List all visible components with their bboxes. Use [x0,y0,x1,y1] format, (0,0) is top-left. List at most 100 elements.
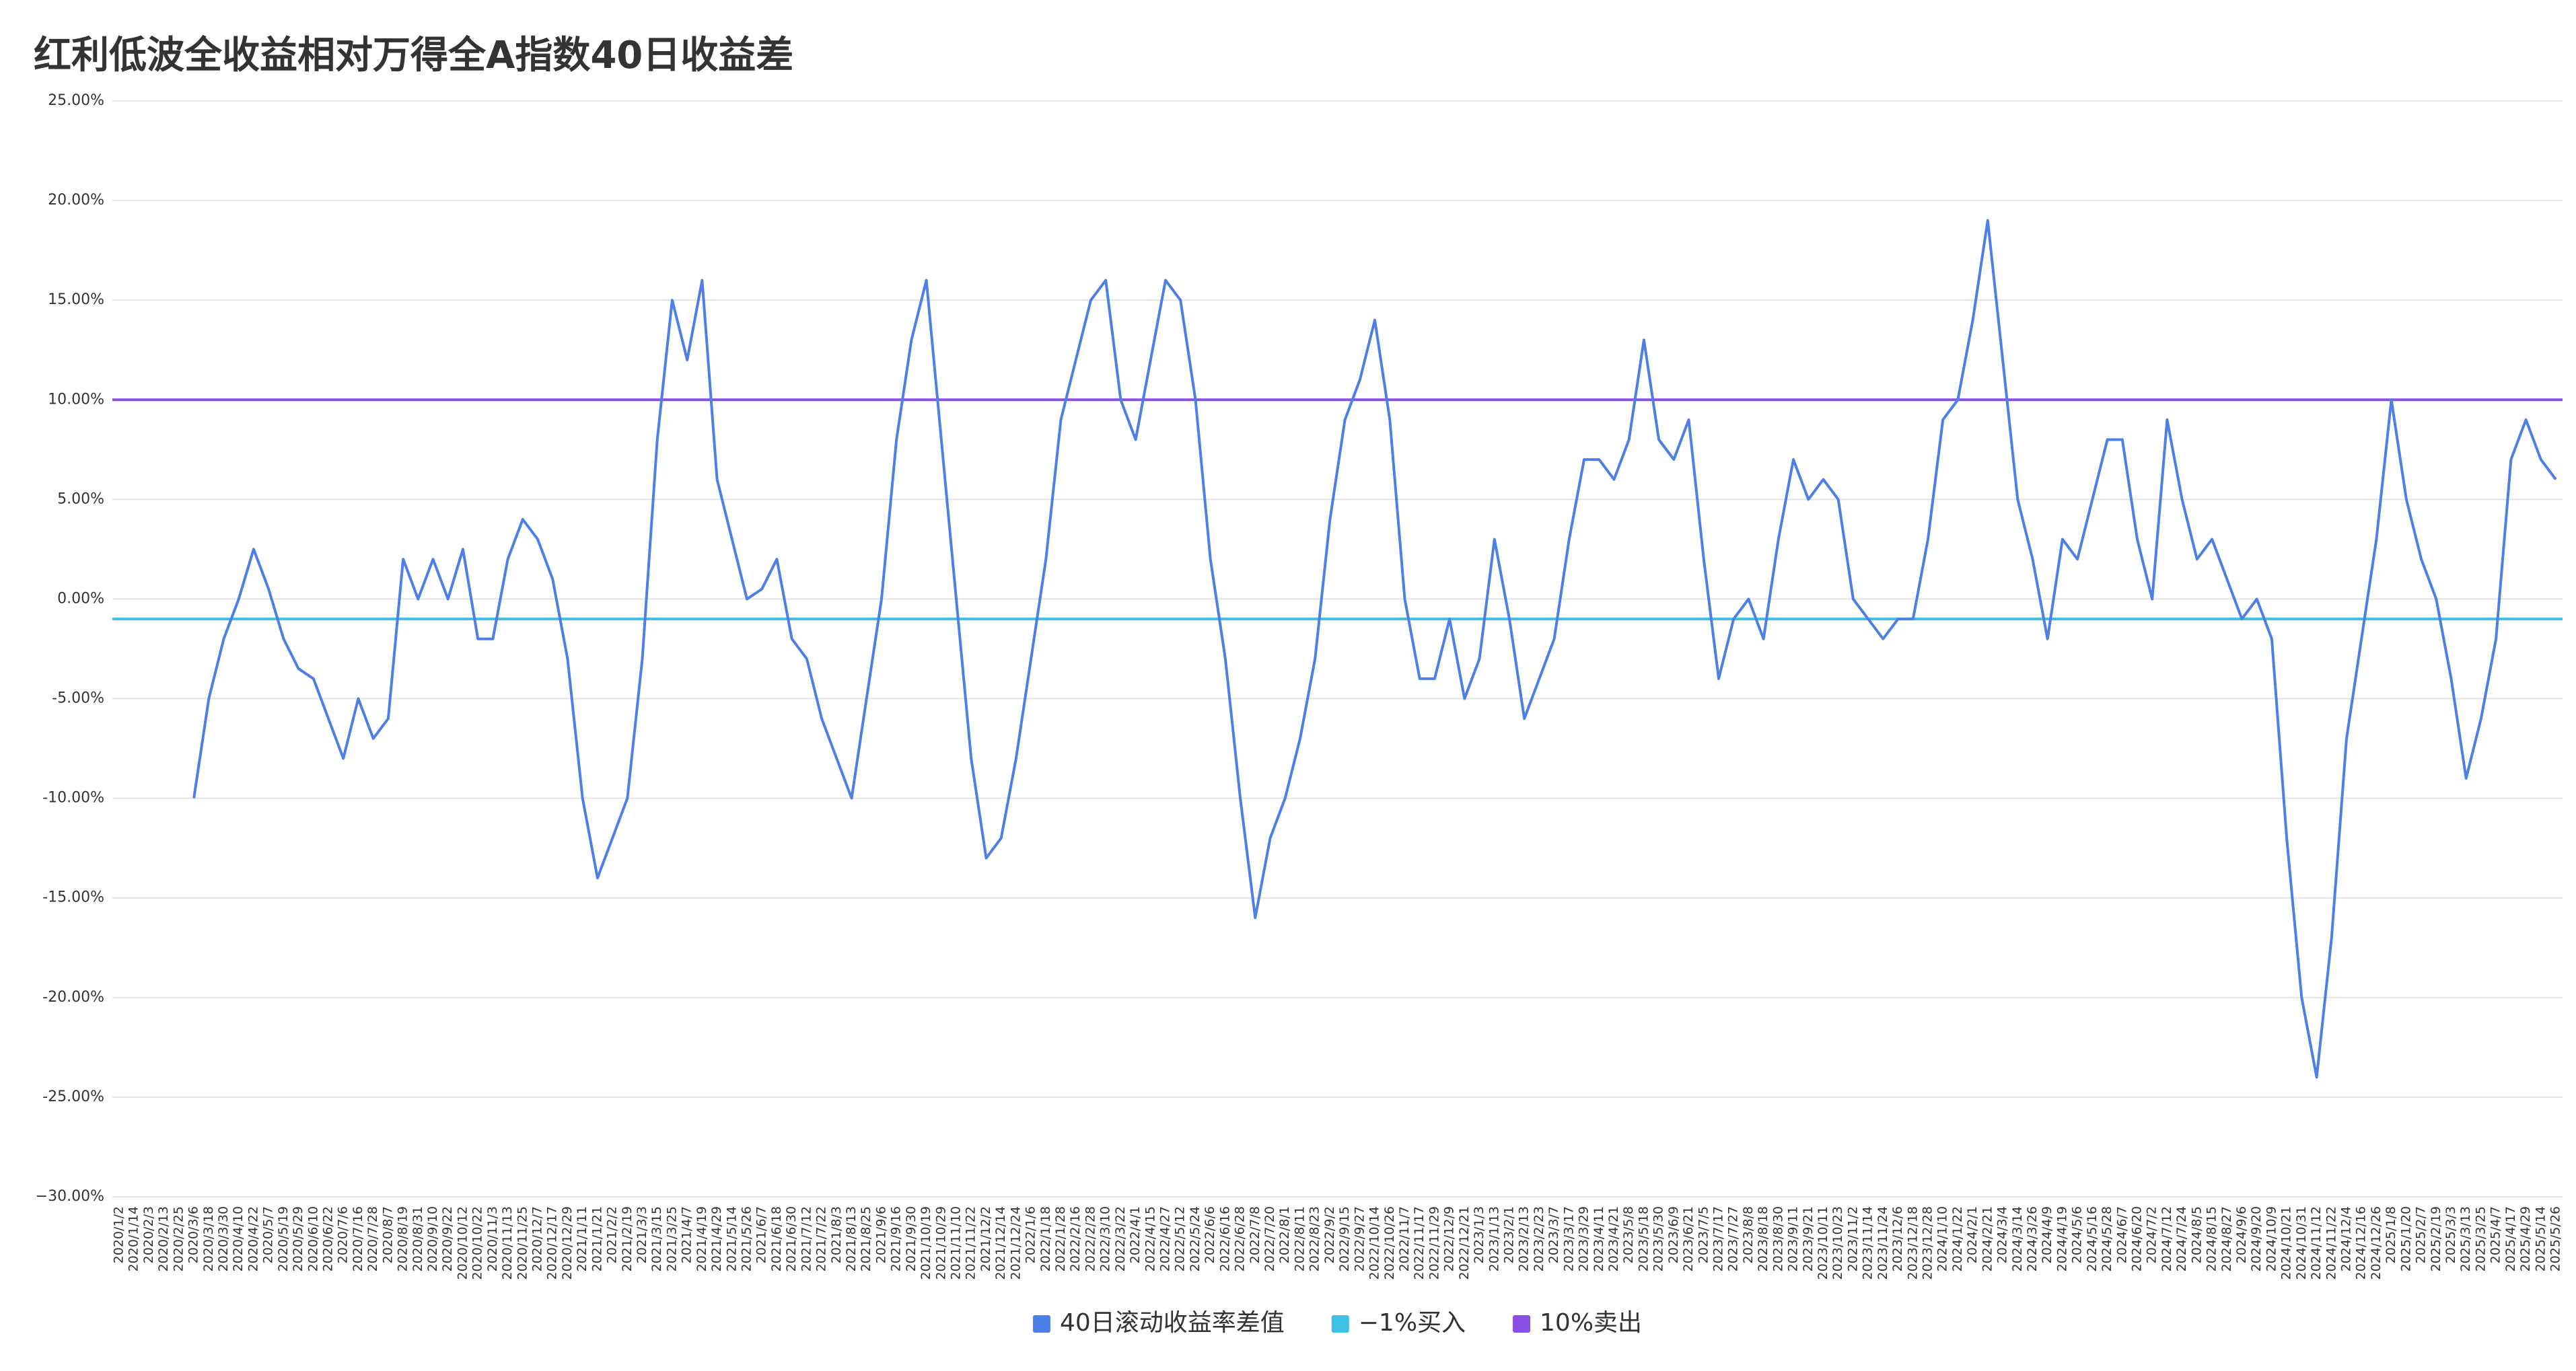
x-tick-label: 2022/11/7 [1397,1206,1412,1271]
x-tick-label: 2020/2/25 [171,1206,186,1271]
x-tick-label: 2021/1/11 [575,1206,589,1271]
x-tick-label: 2024/12/16 [2354,1206,2369,1280]
x-tick-label: 2022/10/26 [1382,1206,1397,1280]
legend-label: −1%买入 [1359,1309,1466,1337]
x-tick-label: 2021/3/25 [664,1206,679,1271]
x-tick-label: 2023/10/11 [1816,1206,1830,1280]
x-tick-label: 2021/11/22 [964,1206,978,1280]
x-tick-label: 2021/9/16 [889,1206,904,1271]
x-tick-label: 2020/7/28 [365,1206,380,1271]
x-tick-label: 2021/2/19 [620,1206,635,1271]
x-tick-label: 2025/4/7 [2489,1206,2503,1263]
x-tick-label: 2020/12/17 [545,1206,560,1280]
x-tick-label: 2023/11/2 [1845,1206,1860,1271]
x-tick-label: 2024/11/12 [2309,1206,2324,1280]
x-tick-label: 2023/5/18 [1636,1206,1651,1271]
x-tick-label: 2021/12/2 [978,1206,993,1271]
x-tick-label: 2024/6/20 [2129,1206,2144,1271]
x-tick-label: 2025/3/13 [2458,1206,2473,1271]
x-tick-label: 2022/9/27 [1352,1206,1367,1271]
x-tick-label: 2020/3/6 [186,1206,201,1263]
x-tick-label: 2021/12/14 [993,1206,1008,1280]
x-tick-label: 2022/9/15 [1337,1206,1352,1271]
x-tick-label: 2023/12/28 [1920,1206,1935,1280]
x-tick-label: 2021/9/6 [873,1206,888,1263]
x-tick-label: 2024/3/4 [1995,1206,2010,1263]
x-tick-label: 2025/5/14 [2533,1206,2548,1271]
x-tick-label: 2020/4/10 [231,1206,246,1271]
x-tick-label: 2024/3/14 [2010,1206,2025,1271]
y-tick-label: −30.00% [36,1188,104,1205]
x-tick-label: 2022/3/22 [1113,1206,1128,1271]
x-tick-label: 2020/6/22 [321,1206,336,1271]
x-tick-label: 2023/1/13 [1487,1206,1501,1271]
y-tick-label: -10.00% [42,790,104,807]
x-tick-label: 2024/8/27 [2219,1206,2234,1271]
x-tick-label: 2020/11/25 [515,1206,530,1280]
x-tick-label: 2021/6/30 [784,1206,799,1271]
x-tick-label: 2025/1/20 [2398,1206,2413,1271]
legend-swatch [1331,1315,1349,1333]
x-tick-label: 2024/9/6 [2234,1206,2249,1263]
x-tick-label: 2024/8/5 [2189,1206,2204,1263]
x-tick-label: 2020/1/2 [112,1206,127,1263]
x-tick-label: 2021/10/29 [933,1206,948,1280]
x-tick-label: 2022/7/8 [1248,1206,1262,1263]
x-tick-label: 2022/9/2 [1322,1206,1337,1263]
x-tick-label: 2022/12/9 [1442,1206,1457,1271]
y-tick-label: 20.00% [48,192,104,209]
x-tick-label: 2023/6/21 [1681,1206,1696,1271]
x-tick-label: 2024/4/19 [2054,1206,2069,1271]
x-tick-label: 2023/7/27 [1726,1206,1741,1271]
x-tick-label: 2024/10/9 [2264,1206,2279,1271]
x-tick-label: 2025/2/19 [2429,1206,2443,1271]
x-tick-label: 2021/2/2 [605,1206,620,1263]
x-tick-label: 2022/2/28 [1083,1206,1098,1271]
x-tick-label: 2023/1/3 [1472,1206,1487,1263]
x-tick-label: 2020/5/29 [291,1206,306,1271]
x-tick-label: 2021/8/13 [844,1206,859,1271]
x-tick-label: 2020/11/3 [485,1206,500,1271]
x-tick-label: 2023/2/1 [1501,1206,1516,1263]
x-tick-label: 2024/7/2 [2145,1206,2159,1263]
x-tick-label: 2021/10/19 [919,1206,933,1280]
x-tick-label: 2020/11/13 [500,1206,515,1280]
x-tick-label: 2022/11/17 [1412,1206,1427,1280]
y-tick-label: 10.00% [48,391,104,408]
x-tick-label: 2022/8/1 [1277,1206,1292,1263]
y-tick-label: 15.00% [48,291,104,308]
x-tick-label: 2020/2/3 [141,1206,156,1263]
x-tick-label: 2021/8/25 [859,1206,873,1271]
x-tick-label: 2023/7/17 [1711,1206,1725,1271]
y-tick-label: -20.00% [42,989,104,1006]
x-tick-label: 2023/3/7 [1546,1206,1561,1263]
x-tick-label: 2020/8/31 [410,1206,425,1271]
x-tick-label: 2022/5/12 [1173,1206,1188,1271]
x-tick-label: 2023/3/17 [1561,1206,1576,1271]
x-tick-label: 2024/5/28 [2100,1206,2114,1271]
legend: 40日滚动收益率差值 −1%买入 10%卖出 [1032,1309,1642,1337]
x-tick-label: 2022/6/16 [1217,1206,1232,1271]
x-tick-label: 2024/1/22 [1950,1206,1965,1271]
x-tick-label: 2022/1/6 [1024,1206,1038,1263]
x-tick-label: 2021/5/26 [740,1206,754,1271]
x-tick-label: 2023/6/9 [1666,1206,1681,1263]
x-tick-label: 2023/9/11 [1786,1206,1801,1271]
x-tick-label: 2023/4/21 [1606,1206,1621,1271]
x-tick-label: 2020/10/22 [470,1206,485,1280]
x-tick-label: 2025/3/25 [2473,1206,2488,1271]
x-tick-label: 2024/10/31 [2294,1206,2309,1280]
legend-swatch [1032,1315,1050,1333]
x-tick-label: 2024/7/24 [2174,1206,2189,1271]
x-tick-label: 2024/8/15 [2205,1206,2219,1271]
x-tick-label: 2024/5/16 [2085,1206,2100,1271]
x-tick-label: 2024/12/26 [2369,1206,2384,1280]
x-tick-label: 2021/9/30 [904,1206,919,1271]
x-tick-label: 2022/6/28 [1233,1206,1248,1271]
y-tick-label: 5.00% [57,490,104,507]
x-tick-label: 2023/5/8 [1621,1206,1636,1263]
x-tick-label: 2021/12/24 [1008,1206,1023,1280]
x-tick-label: 2025/3/3 [2443,1206,2458,1263]
x-tick-label: 2020/5/7 [261,1206,276,1263]
x-tick-label: 2021/4/19 [694,1206,709,1271]
